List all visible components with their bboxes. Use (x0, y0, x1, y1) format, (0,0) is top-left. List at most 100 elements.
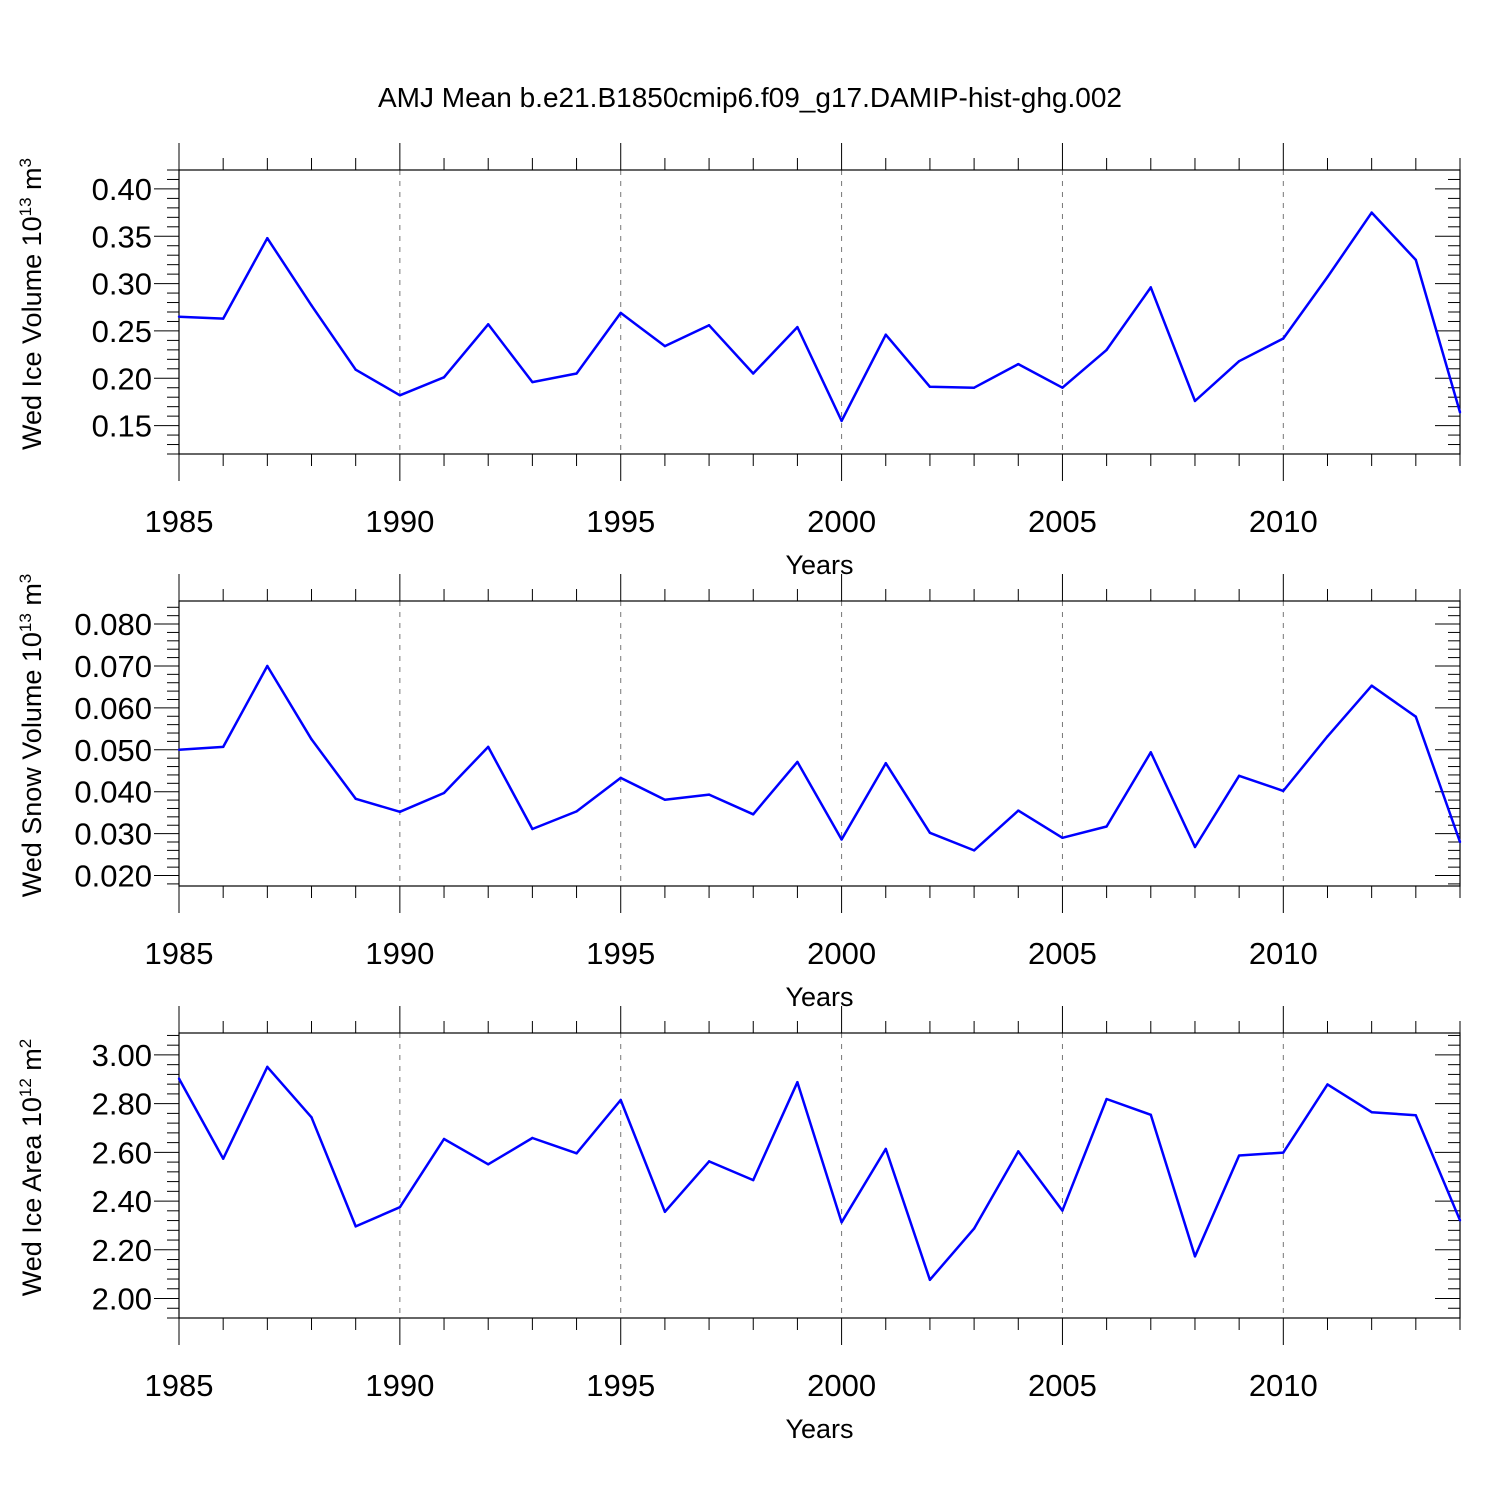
data-point (1458, 840, 1462, 844)
x-tick-label: 2000 (807, 504, 876, 539)
y-tick-label: 2.40 (92, 1184, 152, 1219)
y-tick-label: 0.40 (92, 172, 152, 207)
data-point (619, 1098, 622, 1102)
plot-frame (178, 600, 1461, 887)
data-point (354, 797, 357, 801)
data-point (1458, 1219, 1462, 1222)
data-point (531, 1136, 534, 1140)
data-point (1326, 1083, 1329, 1086)
y-tick-label: 0.080 (74, 607, 152, 642)
data-point (972, 1227, 976, 1230)
y-axis-label: Wed Ice Volume 1013 m3 (16, 158, 47, 450)
y-tick-label: 0.040 (74, 775, 152, 810)
data-point (796, 1081, 799, 1084)
y-tick-label: 2.20 (92, 1233, 152, 1268)
data-point (1326, 275, 1329, 279)
data-point (487, 745, 490, 749)
data-point (884, 333, 887, 336)
data-point (1149, 751, 1152, 754)
data-point (1414, 1114, 1418, 1117)
data-point (177, 1077, 181, 1080)
y-tick-label: 2.00 (92, 1282, 152, 1317)
data-point (221, 1157, 225, 1160)
data-point (840, 838, 843, 841)
data-point (531, 827, 534, 831)
data-point (221, 745, 225, 749)
data-point (663, 1210, 667, 1213)
x-axis-label: Years (785, 1414, 853, 1444)
data-point (663, 344, 667, 348)
x-axis-label: Years (785, 550, 853, 580)
data-point (663, 798, 667, 801)
data-point (575, 810, 578, 813)
x-tick-label: 2000 (807, 936, 876, 971)
y-tick-label: 0.30 (92, 267, 152, 302)
series-line (177, 1065, 1462, 1282)
data-point (177, 748, 181, 751)
data-point (619, 311, 622, 315)
chart-title: AMJ Mean b.e21.B1850cmip6.f09_g17.DAMIP-… (378, 82, 1122, 113)
data-point (266, 664, 269, 668)
data-point (1017, 362, 1020, 366)
data-point (177, 315, 181, 318)
y-tick-label: 3.00 (92, 1038, 152, 1073)
data-point (487, 323, 490, 326)
data-point (1105, 1097, 1108, 1101)
data-point (442, 1137, 446, 1141)
data-point (575, 1152, 578, 1155)
x-tick-label: 2010 (1249, 936, 1318, 971)
plot-frame (178, 1032, 1461, 1319)
data-point (398, 1205, 402, 1209)
data-point (354, 368, 357, 371)
data-point (1193, 399, 1197, 403)
plot-frame (178, 169, 1461, 455)
x-tick-label: 1985 (145, 1368, 214, 1403)
data-point (1017, 1150, 1020, 1153)
data-point (1105, 825, 1108, 828)
x-tick-label: 1985 (145, 936, 214, 971)
x-tick-label: 2010 (1249, 504, 1318, 539)
data-point (796, 760, 799, 764)
x-axis-label: Years (785, 982, 853, 1012)
y-tick-label: 2.80 (92, 1087, 152, 1122)
y-tick-label: 0.070 (74, 649, 152, 684)
y-axis-label: Wed Snow Volume 1013 m3 (16, 574, 47, 898)
x-tick-label: 2005 (1028, 936, 1097, 971)
data-point (972, 386, 976, 389)
data-point (1282, 337, 1285, 340)
data-point (1061, 386, 1064, 389)
data-point (619, 776, 622, 780)
series-line (178, 211, 1462, 423)
data-point (310, 304, 313, 307)
y-axis-label: Wed Ice Area 1012 m2 (16, 1039, 47, 1297)
x-tick-label: 1985 (145, 504, 214, 539)
chart-panel-3: 2.00 2.20 2.40 2.60 2.80 3.00 1985 1990 1995 2000… (16, 1006, 1462, 1444)
x-tick-label: 1990 (365, 1368, 434, 1403)
data-point (1326, 735, 1329, 738)
data-point (796, 325, 799, 329)
data-point (1282, 1151, 1285, 1154)
x-tick-label: 1995 (586, 504, 655, 539)
data-point (1061, 1209, 1064, 1212)
data-point (310, 738, 313, 741)
x-tick-label: 1995 (586, 936, 655, 971)
data-point (1370, 684, 1373, 687)
data-point (707, 1160, 711, 1163)
data-point (575, 372, 578, 375)
data-point (531, 380, 534, 384)
data-point (884, 761, 887, 765)
x-tick-label: 1990 (365, 504, 434, 539)
data-point (1017, 809, 1020, 812)
data-point (707, 324, 711, 327)
data-point (398, 394, 402, 397)
y-tick-label: 2.60 (92, 1135, 152, 1170)
x-tick-label: 1990 (365, 936, 434, 971)
data-point (354, 1225, 357, 1228)
chart-panel-1: 0.15 0.20 0.25 0.30 0.35 0.40 1985 1990 1995 2000… (16, 143, 1462, 580)
x-tick-label: 1995 (586, 1368, 655, 1403)
data-point (1061, 836, 1064, 840)
data-point (1149, 286, 1152, 289)
data-point (1370, 1110, 1373, 1114)
data-point (1193, 845, 1197, 849)
